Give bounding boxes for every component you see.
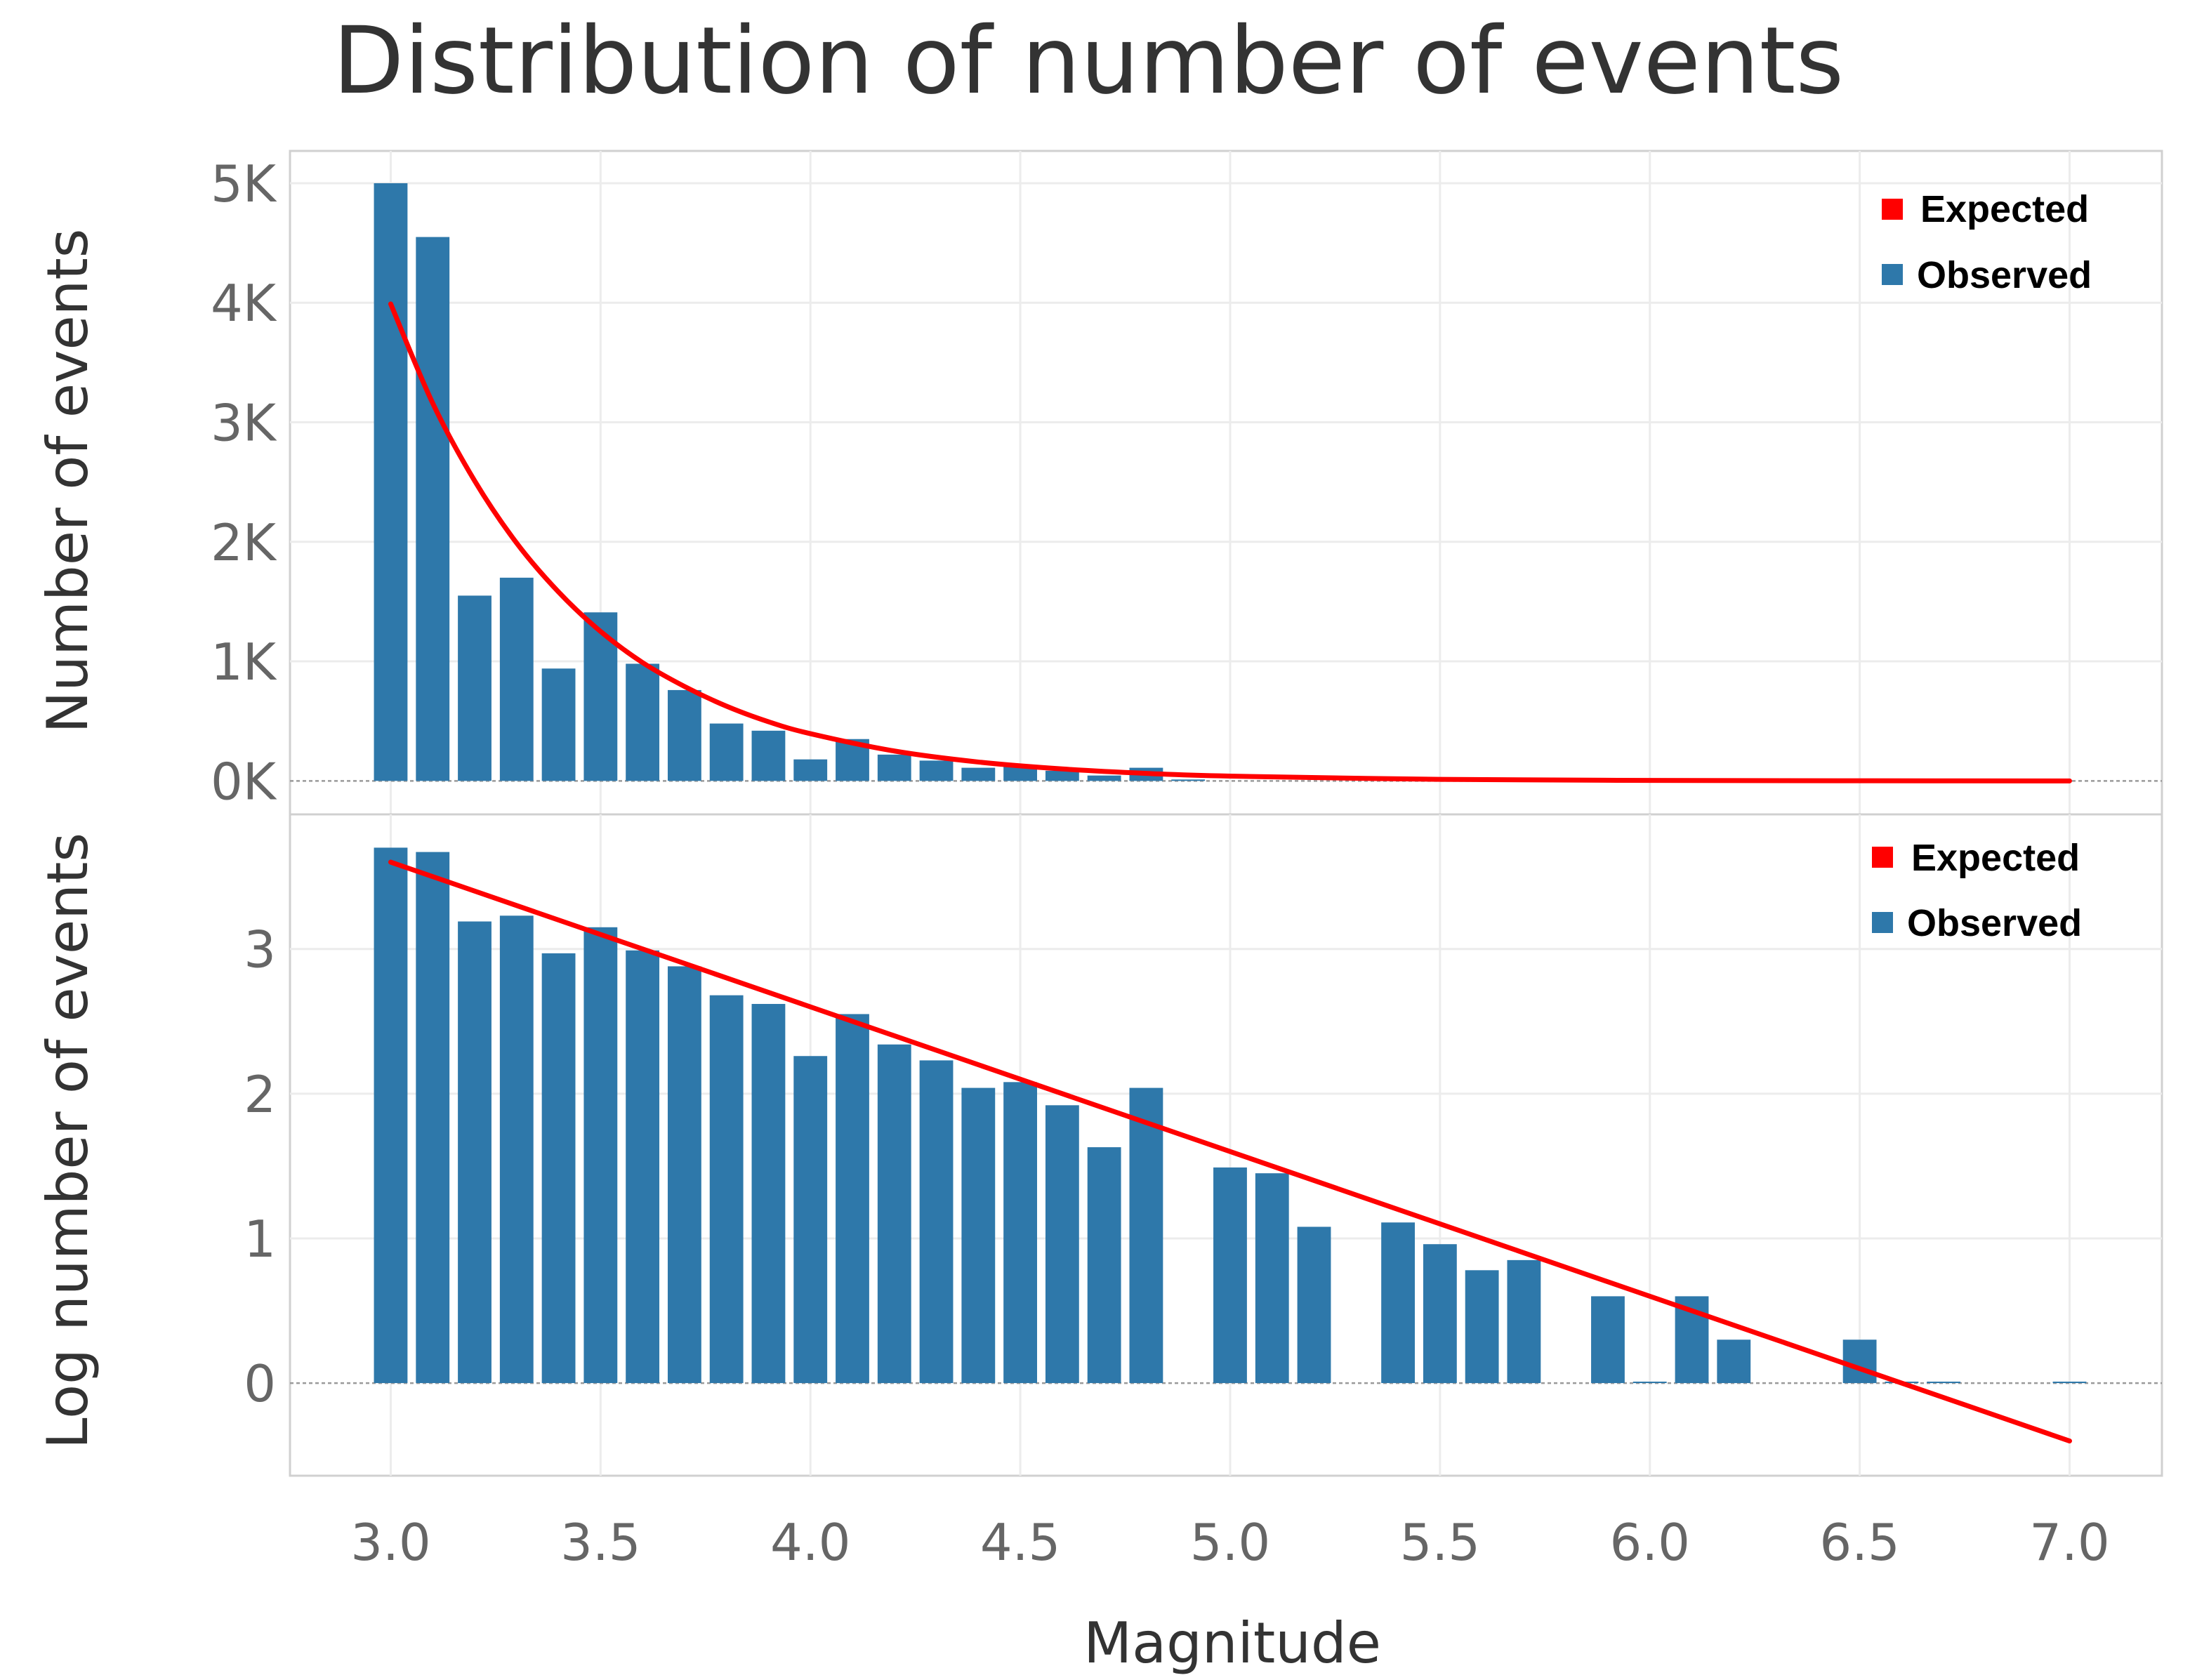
bottom-bar-observed xyxy=(2052,1382,2087,1384)
bottom-panel: 0 1 2 3 Expected Observed Log number of eve… xyxy=(35,813,2163,1477)
top-y-tick-label: 1K xyxy=(211,633,277,692)
top-bar-observed xyxy=(1087,775,1121,781)
bottom-bar-observed xyxy=(836,1014,869,1384)
x-tick-label: 5.0 xyxy=(1190,1513,1271,1572)
bottom-bar-observed xyxy=(541,953,576,1384)
top-y-tick-label: 3K xyxy=(211,394,277,453)
x-tick-label: 3.0 xyxy=(350,1513,431,1572)
bottom-legend-expected-swatch xyxy=(1872,847,1893,868)
x-ticks: 3.0 3.5 4.0 4.5 5.0 5.5 6.0 6.5 7.0 xyxy=(350,1513,2110,1572)
bottom-bar-observed xyxy=(1507,1259,1541,1384)
top-panel: 0K 1K 2K 3K 4K 5K Expected Observed Number of… xyxy=(35,150,2163,816)
bottom-bar-observed xyxy=(1003,1082,1038,1384)
top-bar-observed xyxy=(583,612,618,781)
bottom-expected-line xyxy=(388,859,2072,1444)
bottom-bar-observed xyxy=(416,852,450,1384)
top-bar-observed xyxy=(793,759,828,781)
bottom-y-axis-title: Log number of events xyxy=(35,833,100,1449)
top-y-axis-title: Number of events xyxy=(35,229,100,734)
top-y-tick-label: 0K xyxy=(211,752,277,811)
top-bar-observed xyxy=(709,723,744,781)
bottom-bar-observed xyxy=(583,927,618,1384)
bottom-bar-observed xyxy=(1842,1340,1877,1384)
x-tick-label: 3.5 xyxy=(560,1513,641,1572)
top-bar-observed xyxy=(626,663,660,781)
top-bar-observed xyxy=(1171,779,1206,781)
top-bar-observed xyxy=(374,183,408,781)
top-legend-observed-label: Observed xyxy=(1917,254,2092,296)
bottom-bar-observed xyxy=(499,915,534,1384)
bottom-y-tick-label: 3 xyxy=(244,920,276,979)
top-bar-observed xyxy=(667,689,701,781)
top-bar-observed xyxy=(961,767,996,781)
bottom-bar-observed xyxy=(1717,1340,1751,1384)
x-tick-label: 6.0 xyxy=(1609,1513,1690,1572)
x-tick-label: 6.5 xyxy=(1819,1513,1900,1572)
top-bar-observed xyxy=(499,577,534,781)
top-bar-observed xyxy=(541,668,576,781)
bottom-bar-observed xyxy=(1465,1270,1499,1384)
bottom-bar-observed xyxy=(709,995,744,1384)
bottom-bar-observed xyxy=(1591,1296,1625,1384)
x-tick-label: 7.0 xyxy=(2029,1513,2110,1572)
bottom-legend-observed-label: Observed xyxy=(1907,902,2082,944)
bottom-bar-observed xyxy=(1045,1105,1079,1384)
bottom-bar-observed xyxy=(1087,1147,1121,1384)
bottom-bar-observed xyxy=(458,921,492,1384)
bottom-bar-observed xyxy=(374,847,408,1384)
top-legend: Expected Observed xyxy=(1882,188,2092,296)
bottom-legend-expected-label: Expected xyxy=(1911,837,2080,879)
bottom-bar-observed xyxy=(1381,1222,1415,1384)
bottom-bar-observed xyxy=(961,1087,996,1384)
top-bar-observed xyxy=(1003,766,1038,781)
top-bar-observed xyxy=(1045,770,1079,781)
top-bar-observed xyxy=(751,730,786,781)
bottom-bar-observed xyxy=(1632,1382,1667,1384)
bottom-bar-observed xyxy=(919,1060,954,1384)
x-axis-title: Magnitude xyxy=(1083,1610,1381,1676)
top-expected-line xyxy=(388,301,2072,783)
bottom-bar-observed xyxy=(877,1044,911,1384)
x-tick-label: 4.5 xyxy=(980,1513,1061,1572)
bottom-legend-observed-swatch xyxy=(1872,912,1893,933)
top-legend-expected-swatch xyxy=(1882,199,1903,220)
bottom-bar-observed xyxy=(1129,1087,1163,1384)
top-bar-observed xyxy=(877,754,911,781)
bottom-bar-observed xyxy=(626,950,660,1384)
bottom-bar-observed xyxy=(1255,1173,1289,1384)
x-tick-label: 4.0 xyxy=(770,1513,851,1572)
bottom-legend: Expected Observed xyxy=(1872,837,2082,944)
bottom-bar-observed xyxy=(667,966,701,1384)
top-legend-expected-label: Expected xyxy=(1920,188,2089,230)
top-y-tick-label: 4K xyxy=(211,274,277,333)
bottom-expected-curve xyxy=(388,859,2072,1444)
bottom-y-tick-label: 0 xyxy=(244,1354,276,1413)
x-tick-label: 5.5 xyxy=(1400,1513,1481,1572)
top-bar-observed xyxy=(919,760,954,781)
bottom-y-ticks: 0 1 2 3 xyxy=(244,920,276,1413)
top-expected-curve xyxy=(388,301,2072,783)
bottom-bar-observed xyxy=(793,1056,828,1384)
top-y-ticks: 0K 1K 2K 3K 4K 5K xyxy=(211,154,277,811)
bottom-bar-observed xyxy=(1213,1167,1247,1384)
bottom-bar-observed xyxy=(1297,1226,1331,1384)
bottom-bars xyxy=(374,847,2087,1384)
top-y-tick-label: 2K xyxy=(211,513,277,572)
top-legend-observed-swatch xyxy=(1882,264,1903,285)
top-y-tick-label: 5K xyxy=(211,154,277,213)
bottom-bar-observed xyxy=(751,1004,786,1384)
chart-title: Distribution of number of events xyxy=(333,7,1844,115)
bottom-y-tick-label: 2 xyxy=(244,1065,276,1124)
top-bar-observed xyxy=(458,595,492,781)
bottom-y-tick-label: 1 xyxy=(244,1210,276,1269)
top-bars xyxy=(374,183,1206,781)
bottom-bar-observed xyxy=(1423,1244,1457,1384)
top-bar-observed xyxy=(416,237,450,781)
bottom-bar-observed xyxy=(1927,1382,1961,1384)
